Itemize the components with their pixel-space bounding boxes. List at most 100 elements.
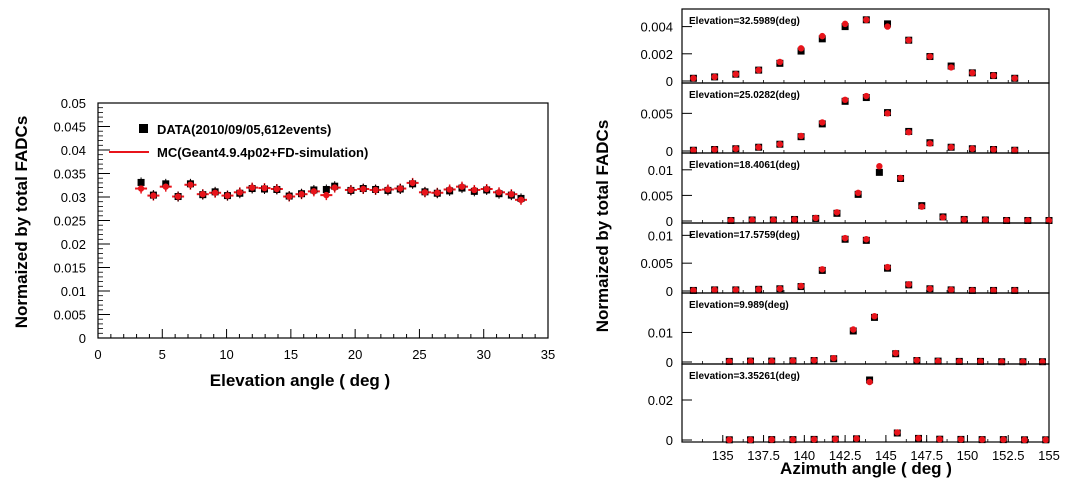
panel-mc-point (982, 216, 989, 224)
panel-y-tick-label: 0.005 (640, 188, 673, 203)
data-point (137, 178, 145, 186)
panel-mc-point (990, 146, 997, 153)
mc-point (211, 189, 219, 196)
mc-point (187, 181, 194, 188)
panel-mc-point (905, 281, 912, 288)
left-axes: 0 5 10 15 20 25 30 35 0 0.005 0.01 0.015 0.02 0.025 0.… (53, 96, 555, 362)
left-y-tick-label: 0.05 (61, 96, 86, 111)
panel-mc-point (690, 287, 697, 294)
panel-mc-point (915, 435, 922, 442)
panel-mc-point (897, 174, 904, 182)
mc-point (273, 185, 281, 193)
panel-6: Elevation=3.35261(deg) 0 0.02 (648, 363, 1050, 448)
panel-mc-point (812, 214, 819, 222)
panel-mc-point (905, 128, 912, 136)
panel-mc-point (810, 436, 818, 443)
right-x-tick-label: 140 (793, 448, 815, 463)
mc-point (174, 193, 182, 200)
panel-mc-point (819, 266, 826, 273)
panel-mc-point (884, 110, 891, 117)
left-x-tick-label: 0 (94, 347, 101, 362)
panel-mc-point (768, 357, 775, 365)
mc-point (471, 186, 478, 194)
left-chart: 0 5 10 15 20 25 30 35 0 0.005 0.01 0.015 0.02 0.025 0.… (12, 96, 555, 390)
panel-mc-point (747, 436, 754, 443)
data-point (322, 185, 330, 193)
panel-mc-point (850, 326, 857, 333)
panel-1: Elevation=32.5989(deg) 0 0.002 0.004 (640, 8, 1050, 89)
right-x-axis-title: Azimuth angle ( deg ) (780, 459, 952, 478)
panel-mc-point (833, 209, 841, 216)
panel-y-tick-label: 0.005 (640, 256, 673, 271)
mc-point (372, 186, 379, 194)
panel-mc-point (1011, 287, 1018, 294)
panel-mc-point (1000, 436, 1007, 443)
panel-mc-point (926, 140, 934, 147)
panel-mc-point (830, 354, 837, 362)
panel-mc-point (947, 144, 955, 151)
right-x-tick-label: 152.5 (992, 448, 1025, 463)
panel-mc-point (797, 282, 805, 290)
mc-point (285, 193, 293, 200)
panel-2: Elevation=25.0282(deg) 0 0.005 (640, 82, 1050, 159)
panel-mc-point (853, 435, 860, 442)
legend-data-label: DATA(2010/09/05,612events) (157, 122, 331, 137)
left-plot-frame (97, 102, 549, 339)
panel-mc-point (711, 73, 718, 81)
mc-point (384, 186, 392, 193)
panel-mc-point (854, 189, 862, 197)
mc-point (150, 192, 157, 199)
panel-mc-point (926, 53, 934, 60)
panel-mc-point (1003, 217, 1010, 224)
panel-mc-point (841, 234, 849, 242)
mc-point (347, 186, 355, 194)
panel-mc-point (1039, 358, 1046, 365)
panel-mc-point (960, 216, 968, 223)
panel-mc-point (819, 32, 826, 40)
panel-y-tick-label: 0 (666, 284, 673, 299)
panel-mc-point (863, 16, 870, 23)
panel-mc-point (711, 146, 718, 153)
left-y-tick-label: 0.025 (53, 214, 86, 229)
panel-mc-point (727, 217, 735, 224)
panel-mc-point (841, 96, 849, 104)
panel-y-tick-label: 0 (666, 214, 673, 229)
panel-mc-point (732, 286, 740, 294)
mc-point (360, 185, 367, 193)
panel-y-tick-label: 0 (666, 433, 673, 448)
right-x-axis: 135 137.5 140 142.5 145 147.5 150 152.5 155 (712, 435, 1060, 463)
left-x-tick-label: 15 (284, 347, 298, 362)
legend-mc-label: MC(Geant4.9.4p02+FD-simulation) (157, 145, 368, 160)
panel-mc-point (957, 436, 965, 443)
panel-mc-point (810, 357, 818, 364)
panel-mc-point (755, 144, 762, 151)
panel-mc-point (776, 285, 784, 292)
left-y-tick-label: 0.005 (53, 308, 86, 323)
panel-mc-point (1019, 358, 1027, 365)
left-x-tick-label: 10 (219, 347, 233, 362)
mc-point (434, 189, 441, 196)
panel-mc-point (939, 214, 947, 221)
mc-point (458, 183, 466, 190)
mc-point (495, 189, 503, 196)
panel-mc-point (755, 286, 762, 293)
panel-mc-point (1011, 75, 1018, 82)
panel-mc-point (768, 436, 775, 443)
left-y-tick-label: 0.035 (53, 167, 86, 182)
mc-point (137, 185, 145, 192)
panel-mc-point (789, 436, 797, 443)
mc-point (224, 192, 231, 199)
panel-mc-point (1011, 147, 1018, 154)
panel-y-tick-label: 0.005 (640, 106, 673, 121)
right-x-tick-label: 142.5 (829, 448, 862, 463)
mc-point (162, 183, 169, 190)
panel-mc-point (1042, 436, 1049, 443)
panel-mc-point (748, 216, 756, 224)
panel-data-point (875, 168, 883, 176)
mc-point (199, 190, 206, 198)
legend-data-marker (139, 124, 148, 133)
panel-mc-point (934, 357, 942, 365)
panel-mc-point (797, 132, 805, 140)
mc-point (397, 185, 404, 192)
